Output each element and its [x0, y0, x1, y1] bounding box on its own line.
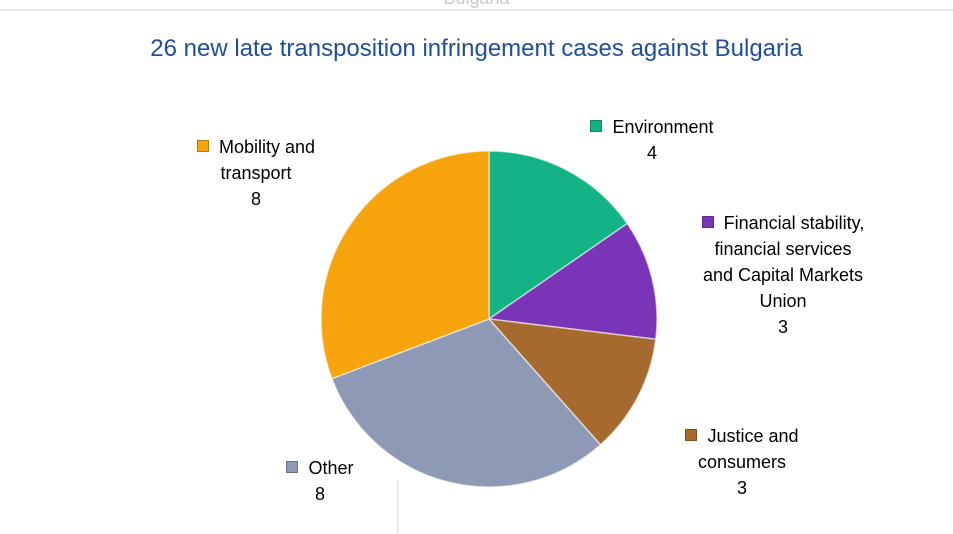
legend-marker [685, 429, 698, 441]
category-label: Mobility and transport [218, 137, 316, 183]
pie-slice [330, 318, 602, 488]
label-line: Environment [572, 114, 732, 140]
label-line: Financial stability, financial services … [698, 210, 868, 314]
value-label: 4 [646, 143, 657, 163]
data-label: Financial stability, financial services … [698, 210, 868, 340]
label-line: Justice and consumers [662, 423, 822, 475]
data-label: Justice and consumers 3 [662, 423, 822, 501]
value-label: 8 [314, 484, 325, 504]
value-label: 8 [250, 189, 261, 209]
chart-title: 26 new late transposition infringement c… [150, 35, 803, 62]
label-line: Other [260, 455, 380, 481]
pie-slice [320, 150, 490, 380]
value-label: 3 [777, 317, 788, 337]
legend-marker [196, 140, 209, 152]
legend-marker [590, 120, 603, 132]
data-label: Mobility and transport 8 [161, 134, 351, 212]
legend-marker [701, 216, 714, 228]
category-label: Justice and consumers [697, 426, 799, 472]
category-label: Financial stability, financial services … [702, 213, 865, 311]
value-label: 3 [736, 478, 747, 498]
header-fragment: Bulgaria [0, 0, 953, 9]
data-label: Other 8 [260, 455, 380, 507]
pie-slice [488, 150, 629, 321]
category-label: Other [308, 458, 354, 478]
pie-slice [487, 318, 657, 446]
category-label: Environment [612, 117, 714, 137]
legend-marker [286, 461, 299, 473]
pie-slice [486, 222, 658, 341]
label-line: Mobility and transport [161, 134, 351, 186]
data-label: Environment 4 [572, 114, 732, 166]
